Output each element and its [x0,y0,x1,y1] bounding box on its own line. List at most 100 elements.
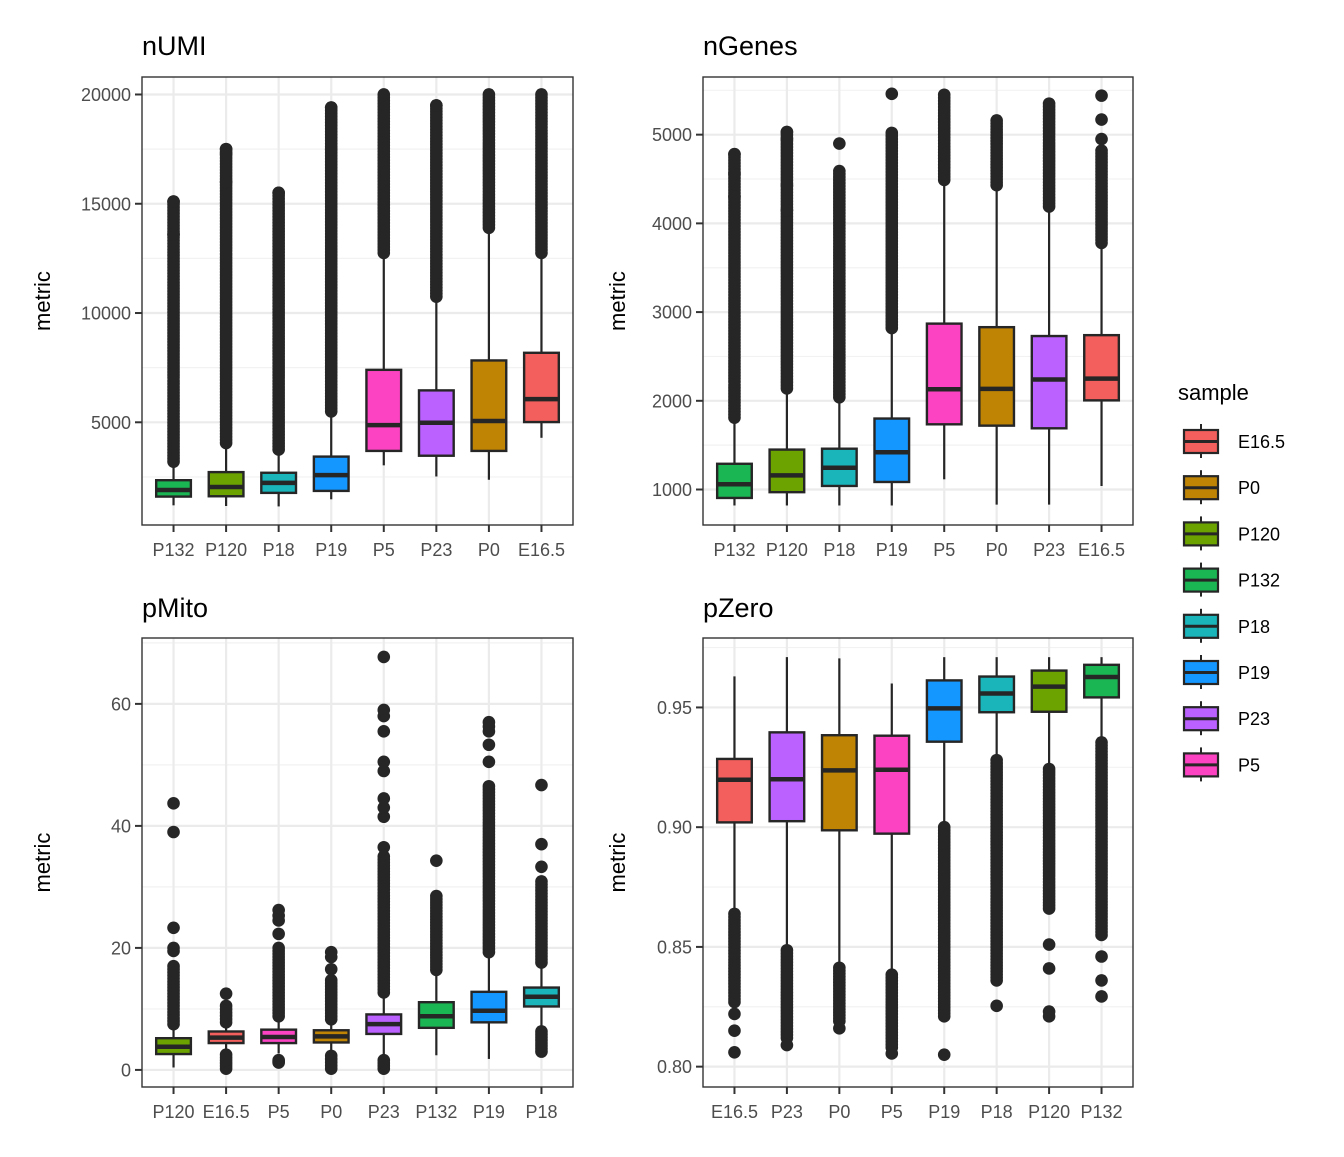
y-tick-label: 0.85 [657,937,692,957]
legend-item-P19: P19 [1182,655,1270,689]
legend: sample E16.5 P0 P120 P132 P18 P19 P23 P5 [1178,380,1285,782]
outlier-point [377,840,391,854]
outlier-point [377,792,391,805]
y-tick-label: 10000 [81,304,131,324]
outlier-point [833,137,846,150]
outlier-point [780,125,794,139]
outlier-point [1042,97,1056,110]
outlier-point [167,959,180,973]
outlier-point [430,99,443,112]
outlier-point [377,703,391,717]
outlier-point [377,810,391,824]
box-P18 [522,778,561,1058]
outlier-point [167,797,180,810]
y-tick-label: 5000 [652,125,692,145]
x-tick-label: P18 [981,1102,1013,1122]
x-tick-label: P19 [315,540,347,560]
outlier-point [324,142,338,156]
legend-label: E16.5 [1238,432,1285,452]
box-P132 [715,147,753,506]
outlier-point [728,1007,741,1021]
outlier-point [167,921,180,935]
box-P18 [260,186,298,507]
outlier-point [728,167,741,180]
outlier-point [219,999,233,1013]
outlier-point [1095,132,1108,146]
panel-title: pZero [703,593,774,623]
box-P5 [365,88,403,466]
x-tick-label: P120 [766,540,808,560]
legend-label: P23 [1238,709,1270,729]
box-iqr [768,448,806,494]
box-iqr [925,322,963,426]
outlier-point [219,175,233,189]
panel-pMito: 0 20 40 60 P120 E16.5 P5 P0 P23 P132 P19 P18 pMito me… [30,593,574,1122]
x-tick-label: P120 [1028,1102,1070,1122]
outlier-point [324,101,338,114]
outlier-point [728,147,741,161]
outlier-point [1042,938,1056,951]
outlier-point [833,164,846,178]
outlier-point [377,88,391,101]
outlier-point [833,961,846,975]
outlier-point [728,1024,741,1038]
box-iqr [365,368,403,453]
box-iqr [715,462,753,500]
box-P0 [312,945,350,1075]
box-iqr [207,470,245,498]
outlier-point [937,88,951,102]
panel-background [142,638,573,1087]
outlier-point [272,1053,285,1067]
x-tick-label: P18 [263,540,295,560]
x-tick-label: P19 [473,1102,505,1122]
outlier-point [1042,762,1056,776]
box-iqr [470,359,508,453]
box-P19 [873,87,911,506]
legend-label: P132 [1238,571,1280,591]
y-tick-label: 5000 [91,413,131,433]
outlier-point [1095,736,1108,749]
box-iqr [522,351,561,424]
legend-label: P0 [1238,478,1260,498]
outlier-point [430,889,443,903]
box-P120 [207,142,245,506]
outlier-point [937,820,951,834]
legend-item-P5: P5 [1182,747,1260,782]
outlier-point [377,725,391,738]
outlier-point [535,875,548,888]
outlier-point [535,1025,548,1038]
legend-items: E16.5 P0 P120 P132 P18 P19 P23 P5 [1182,424,1285,782]
x-tick-label: P132 [153,540,195,560]
box-E16.5 [1083,89,1121,486]
box-iqr [768,731,806,823]
outlier-point [833,1022,846,1035]
outlier-point [272,903,285,917]
outlier-point [728,190,741,204]
outlier-point [219,1048,233,1061]
outlier-point [324,945,338,959]
x-tick-label: P120 [153,1102,195,1122]
outlier-point [272,927,285,941]
y-axis-title: metric [30,833,55,893]
y-tick-label: 0.90 [657,818,692,838]
box-P18 [978,657,1016,1013]
outlier-point [167,825,180,839]
outlier-point [324,962,338,976]
legend-title: sample [1178,380,1249,405]
x-tick-label: P132 [713,540,755,560]
outlier-point [780,203,794,217]
box-iqr [978,325,1016,427]
x-tick-label: P0 [320,1102,342,1122]
box-E16.5 [715,676,753,1059]
outlier-point [780,1038,794,1052]
x-tick-label: P23 [771,1102,803,1122]
legend-label: P120 [1238,524,1280,544]
outlier-point [482,755,496,769]
y-tick-label: 15000 [81,194,131,214]
outlier-point [377,764,391,778]
panel-pZero: 0.80 0.85 0.90 0.95 E16.5 P23 P0 P5 P19 P18 P120 P1… [605,593,1134,1122]
box-P132 [417,854,455,1056]
box-iqr [873,734,911,835]
outlier-point [377,1053,391,1067]
